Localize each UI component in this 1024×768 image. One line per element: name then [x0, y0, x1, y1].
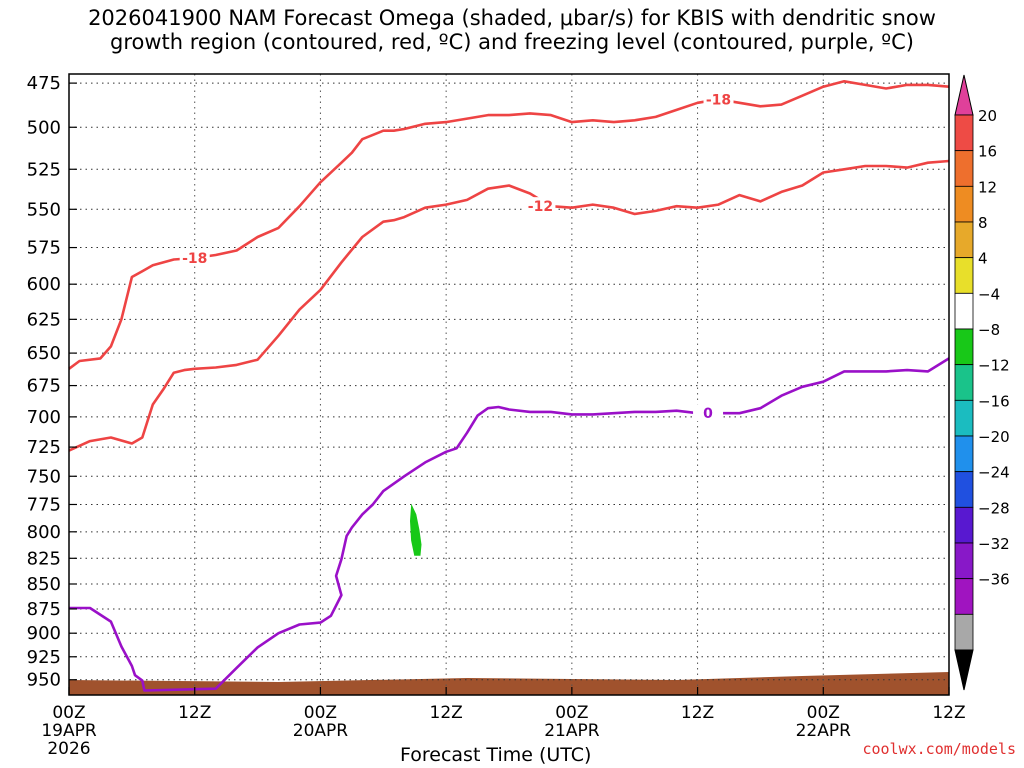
colorbar-label: 20 — [978, 107, 997, 125]
colorbar-box — [954, 364, 974, 401]
x-tick-year-label: 2026 — [47, 739, 90, 759]
y-tick-label: 800 — [27, 522, 61, 543]
x-tick-date-label: 22APR — [796, 721, 852, 741]
colorbar-label: 16 — [978, 143, 997, 161]
ground-terrain — [69, 672, 949, 695]
contour-label: -12 — [528, 199, 553, 215]
colorbar-box — [954, 114, 974, 152]
x-tick-date-label: 19APR — [41, 721, 97, 741]
grid — [69, 74, 949, 695]
contour-labels: -18 -18 -12 0 — [179, 90, 734, 422]
y-tick-label: 650 — [27, 343, 61, 364]
x-tick-label: 12Z — [932, 703, 965, 723]
colorbar-box — [954, 292, 974, 330]
x-tick-label: 12Z — [681, 703, 714, 723]
x-tick-date-label: 20APR — [293, 721, 349, 741]
y-tick-label: 475 — [27, 73, 61, 94]
contour-line-freezing-0 — [69, 357, 950, 692]
colorbar-label: −28 — [978, 499, 1010, 517]
colorbar: 20 16 12 8 4 −4 −8 −12 −16 −20 −24 −28 −32 −36 — [954, 74, 1010, 691]
contour-label-bg — [525, 197, 556, 215]
omega-shading — [409, 503, 422, 556]
colorbar-label: −32 — [978, 535, 1010, 553]
y-tick-label: 825 — [27, 548, 61, 569]
ground-fill — [69, 672, 949, 695]
colorbar-box — [954, 185, 974, 223]
x-tick-label: 12Z — [430, 703, 463, 723]
colorbar-label: 4 — [978, 250, 988, 268]
colorbar-label: 8 — [978, 214, 988, 232]
contour-series — [68, 80, 950, 692]
y-tick-label: 750 — [27, 466, 61, 487]
x-tick-date-label: 21APR — [544, 721, 600, 741]
colorbar-box — [954, 221, 974, 259]
colorbar-box — [954, 399, 974, 437]
axes: 475 500 525 550 575 600 625 650 675 700 725 750 775 8… — [27, 73, 966, 759]
y-tick-label: 600 — [27, 274, 61, 295]
colorbar-box — [954, 506, 974, 544]
y-tick-label: 775 — [27, 494, 61, 515]
colorbar-label: −36 — [978, 571, 1010, 589]
plot-frame — [68, 73, 950, 696]
contour-label-bg — [693, 404, 724, 422]
y-tick-label: 900 — [27, 623, 61, 644]
colorbar-label: −16 — [978, 392, 1010, 410]
colorbar-box — [954, 578, 974, 615]
colorbar-box — [954, 257, 974, 294]
y-tick-label: 875 — [27, 599, 61, 620]
colorbar-label: −24 — [978, 464, 1010, 482]
colorbar-box — [954, 328, 974, 366]
x-tick-label: 00Z — [807, 703, 840, 723]
y-tick-label: 500 — [27, 117, 61, 138]
y-tick-label: 575 — [27, 238, 61, 259]
colorbar-top-arrow — [954, 74, 974, 116]
y-tick-label: 525 — [27, 159, 61, 180]
colorbar-box — [954, 542, 974, 580]
omega-shaded-area — [409, 503, 422, 556]
contour-label: -18 — [706, 92, 731, 108]
y-tick-label: 925 — [27, 647, 61, 668]
credit-text: coolwx.com/models — [862, 740, 1016, 758]
x-tick-label: 00Z — [555, 703, 588, 723]
contour-label: -18 — [182, 251, 207, 267]
y-tick-label: 725 — [27, 437, 61, 458]
y-tick-label: 625 — [27, 309, 61, 330]
colorbar-label: −4 — [978, 285, 1000, 303]
colorbar-box — [954, 435, 974, 473]
chart-title-line-1: 2026041900 NAM Forecast Omega (shaded, μ… — [88, 6, 936, 30]
colorbar-label: −12 — [978, 357, 1010, 375]
contour-line-dgz-minus12 — [68, 159, 950, 452]
y-tick-label: 700 — [27, 407, 61, 428]
x-tick-label: 12Z — [178, 703, 211, 723]
contour-label: 0 — [703, 406, 713, 422]
colorbar-box — [954, 150, 974, 187]
contour-label-bg — [179, 248, 210, 266]
y-tick-label: 675 — [27, 376, 61, 397]
chart-title-line-2: growth region (contoured, red, ºC) and f… — [110, 30, 914, 54]
x-axis-title: Forecast Time (UTC) — [400, 744, 592, 766]
colorbar-bottom-arrow — [954, 649, 974, 691]
colorbar-label: 12 — [978, 178, 997, 196]
contour-line-dgz-minus18 — [68, 80, 950, 370]
colorbar-label: −8 — [978, 321, 1000, 339]
colorbar-label: −20 — [978, 428, 1010, 446]
y-tick-label: 950 — [27, 670, 61, 691]
y-tick-label: 550 — [27, 199, 61, 220]
chart-title: 2026041900 NAM Forecast Omega (shaded, μ… — [0, 6, 1024, 54]
x-tick-label: 00Z — [304, 703, 337, 723]
colorbar-box — [954, 613, 974, 651]
y-tick-label: 850 — [27, 574, 61, 595]
x-tick-label: 00Z — [52, 703, 85, 723]
contour-label-bg — [703, 90, 734, 108]
colorbar-box — [954, 471, 974, 508]
